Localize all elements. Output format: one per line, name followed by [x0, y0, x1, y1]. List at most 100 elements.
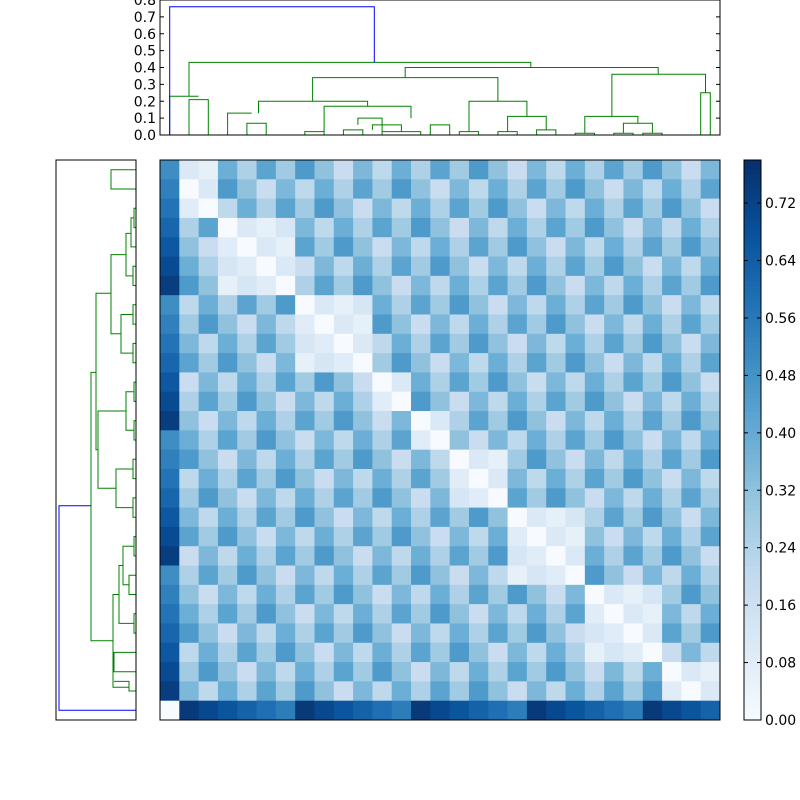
heatmap-cell — [391, 411, 412, 431]
heatmap-cell — [256, 217, 277, 238]
heatmap-cell — [526, 237, 547, 257]
heatmap-cell — [526, 275, 547, 296]
heatmap-cell — [160, 623, 180, 644]
heatmap-cell — [295, 449, 315, 470]
heatmap-cell — [372, 198, 393, 219]
heatmap-cell — [411, 237, 431, 257]
colorbar-tick-label: 0.08 — [765, 656, 796, 672]
heatmap-cell — [468, 198, 489, 219]
heatmap-cell — [449, 546, 470, 566]
heatmap-cell — [198, 507, 219, 528]
dendrogram-link — [188, 99, 209, 135]
heatmap-cell — [179, 295, 200, 315]
heatmap-cell — [179, 411, 200, 431]
heatmap-cell — [314, 681, 335, 702]
heatmap-cell — [372, 275, 393, 296]
colorbar-segment — [744, 715, 761, 721]
heatmap-cell — [700, 179, 721, 200]
heatmap-cell — [256, 623, 277, 644]
heatmap-cell — [604, 449, 624, 470]
heatmap-cell — [198, 604, 219, 624]
heatmap-cell — [217, 217, 238, 238]
heatmap-cell — [468, 700, 489, 721]
heatmap-cell — [198, 468, 219, 489]
heatmap-cell — [526, 488, 547, 508]
heatmap-cell — [604, 700, 624, 721]
heatmap-cell — [372, 179, 393, 200]
heatmap-cell — [623, 468, 644, 489]
heatmap-cell — [488, 681, 508, 702]
heatmap-cell — [700, 275, 721, 296]
heatmap-cell — [565, 353, 586, 373]
colorbar-segment — [744, 188, 761, 194]
heatmap-cell — [430, 256, 451, 277]
heatmap-cell — [449, 217, 470, 238]
heatmap-cell — [160, 198, 180, 219]
heatmap-cell — [411, 198, 431, 219]
heatmap-cell — [217, 700, 238, 721]
heatmap-cell — [623, 488, 644, 508]
heatmap-cell — [507, 468, 528, 489]
heatmap-cell — [488, 468, 508, 489]
heatmap-cell — [333, 256, 354, 277]
heatmap-cell — [449, 391, 470, 412]
colorbar-segment — [744, 225, 761, 231]
heatmap-cell — [700, 333, 721, 354]
heatmap-cell — [198, 333, 219, 354]
heatmap-cell — [391, 468, 412, 489]
heatmap-cell — [237, 275, 257, 296]
heatmap-cell — [295, 217, 315, 238]
heatmap-cell — [700, 488, 721, 508]
heatmap-cell — [662, 700, 682, 721]
heatmap-cell — [604, 565, 624, 586]
heatmap-cell — [314, 198, 335, 219]
heatmap-cell — [237, 411, 257, 431]
heatmap-cell — [623, 295, 644, 315]
colorbar-segment — [744, 192, 761, 198]
heatmap-cell — [507, 353, 528, 373]
heatmap-cell — [526, 160, 547, 180]
heatmap-cell — [662, 353, 682, 373]
heatmap-cell — [662, 256, 682, 277]
heatmap-cell — [449, 662, 470, 682]
heatmap-cell — [160, 507, 180, 528]
heatmap-cell — [391, 662, 412, 682]
colorbar-segment — [744, 276, 761, 282]
heatmap-cell — [565, 256, 586, 277]
heatmap-cell — [217, 662, 238, 682]
colorbar-segment — [744, 580, 761, 586]
heatmap-cell — [275, 353, 296, 373]
heatmap-cell — [179, 333, 200, 354]
heatmap-cell — [430, 217, 451, 238]
colorbar-segment — [744, 435, 761, 441]
heatmap-cell — [372, 411, 393, 431]
heatmap-cell — [662, 468, 682, 489]
colorbar-segment — [744, 342, 761, 348]
heatmap-cell — [179, 488, 200, 508]
heatmap-cell — [237, 256, 257, 277]
heatmap-cell — [256, 526, 277, 547]
heatmap-cell — [179, 217, 200, 238]
heatmap-cell — [179, 160, 200, 180]
heatmap-cell — [430, 642, 451, 663]
heatmap-cell — [353, 430, 373, 451]
heatmap-cell — [314, 604, 335, 624]
heatmap-cell — [430, 295, 451, 315]
heatmap-cell — [256, 662, 277, 682]
heatmap-cell — [584, 623, 605, 644]
colorbar-segment — [744, 351, 761, 357]
heatmap-cell — [681, 217, 702, 238]
colorbar-segment — [744, 645, 761, 651]
heatmap-cell — [160, 391, 180, 412]
heatmap-cell — [391, 526, 412, 547]
heatmap-cell — [353, 275, 373, 296]
heatmap-cell — [449, 604, 470, 624]
heatmap-cell — [488, 333, 508, 354]
colorbar-segment — [744, 533, 761, 539]
colorbar-segment — [744, 468, 761, 474]
colorbar-segment — [744, 710, 761, 716]
heatmap-cell — [391, 275, 412, 296]
heatmap-cell — [662, 623, 682, 644]
heatmap-cell — [198, 488, 219, 508]
heatmap-cell — [604, 198, 624, 219]
